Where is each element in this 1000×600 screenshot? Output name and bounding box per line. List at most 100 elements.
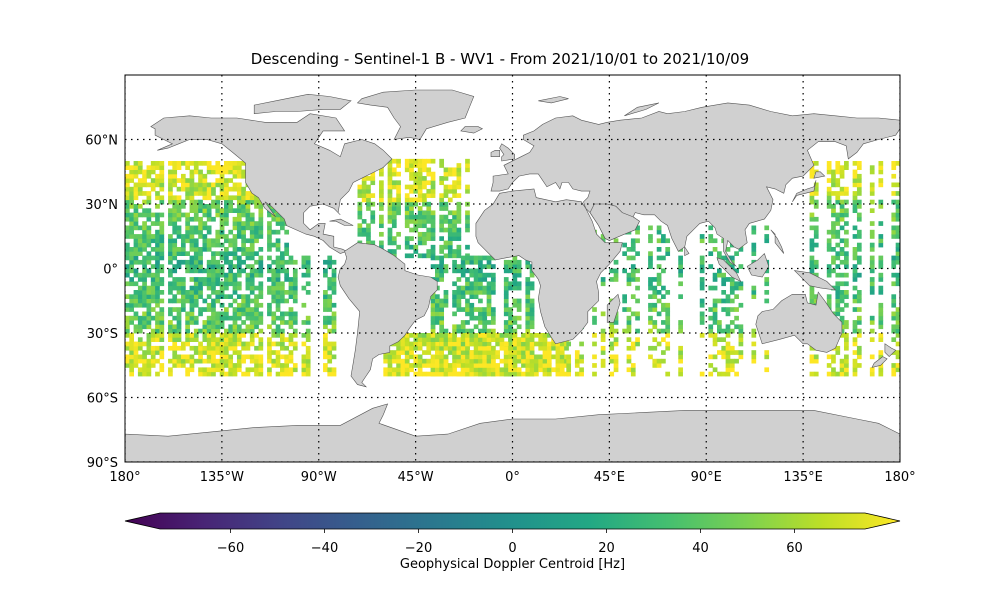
data-cell bbox=[361, 231, 367, 237]
data-cell bbox=[142, 221, 147, 226]
data-cell bbox=[559, 371, 565, 377]
data-cell bbox=[185, 238, 190, 244]
data-cell bbox=[159, 182, 165, 188]
data-cell bbox=[155, 255, 160, 261]
data-cell bbox=[512, 345, 518, 351]
data-cell bbox=[155, 247, 160, 252]
data-cell bbox=[224, 161, 229, 166]
data-cell bbox=[280, 251, 285, 256]
data-cell bbox=[245, 216, 251, 222]
data-cell bbox=[652, 337, 658, 342]
landmass-japan bbox=[792, 180, 817, 202]
data-cell bbox=[831, 371, 836, 377]
data-cell bbox=[168, 195, 173, 201]
data-cell bbox=[391, 236, 397, 241]
data-cell bbox=[443, 298, 449, 304]
data-cell bbox=[635, 298, 640, 304]
data-cell bbox=[129, 234, 135, 239]
data-cell bbox=[516, 371, 522, 377]
data-cell bbox=[155, 358, 160, 364]
data-cell bbox=[447, 371, 453, 377]
data-cell bbox=[271, 333, 277, 338]
data-cell bbox=[430, 328, 436, 334]
data-cell bbox=[534, 358, 539, 364]
data-cell bbox=[622, 268, 627, 274]
data-cell bbox=[469, 311, 475, 317]
data-cell bbox=[254, 363, 259, 368]
data-cell bbox=[751, 294, 757, 299]
data-cell bbox=[400, 341, 406, 347]
data-cell bbox=[635, 337, 640, 342]
data-cell bbox=[245, 285, 251, 291]
data-cell bbox=[146, 255, 152, 261]
data-cell bbox=[125, 333, 130, 338]
data-cell bbox=[895, 354, 900, 360]
data-cell bbox=[499, 358, 505, 364]
data-cell bbox=[331, 328, 337, 334]
data-cell bbox=[404, 193, 410, 198]
data-cell bbox=[465, 163, 470, 168]
data-cell bbox=[275, 216, 281, 222]
data-cell bbox=[852, 337, 858, 342]
data-cell bbox=[249, 341, 255, 347]
data-cell bbox=[379, 188, 384, 194]
data-cell bbox=[198, 367, 203, 373]
data-cell bbox=[180, 238, 186, 244]
landmass-madagascar bbox=[606, 293, 621, 323]
data-cell bbox=[869, 268, 875, 274]
data-cell bbox=[417, 193, 423, 198]
data-cell bbox=[652, 285, 658, 291]
data-cell bbox=[224, 333, 229, 338]
data-cell bbox=[155, 234, 160, 239]
landmass-new-zealand-n bbox=[884, 343, 897, 358]
data-cell bbox=[699, 298, 705, 304]
data-cell bbox=[508, 315, 513, 321]
data-cell bbox=[172, 298, 178, 304]
data-cell bbox=[236, 302, 242, 308]
data-cell bbox=[258, 285, 264, 291]
data-cell bbox=[895, 161, 900, 166]
data-cell bbox=[895, 311, 900, 317]
data-cell bbox=[895, 350, 900, 355]
data-cell bbox=[180, 354, 186, 360]
data-cell bbox=[133, 272, 139, 278]
data-cell bbox=[648, 285, 653, 291]
data-cell bbox=[486, 320, 492, 325]
data-cell bbox=[228, 238, 234, 244]
data-cell bbox=[137, 272, 143, 278]
data-cell bbox=[478, 315, 483, 321]
data-cell bbox=[503, 311, 509, 317]
data-cell bbox=[831, 354, 836, 360]
data-cell bbox=[323, 294, 328, 299]
data-cell bbox=[478, 354, 483, 360]
data-cell bbox=[189, 199, 195, 205]
data-cell bbox=[331, 345, 337, 351]
data-cell bbox=[245, 277, 251, 282]
data-cell bbox=[206, 186, 212, 192]
data-cell bbox=[305, 358, 311, 364]
data-cell bbox=[473, 337, 479, 342]
data-cell bbox=[271, 328, 277, 334]
data-cell bbox=[648, 259, 653, 265]
data-cell bbox=[447, 244, 453, 250]
data-cell bbox=[613, 259, 619, 265]
data-cell bbox=[146, 259, 152, 265]
data-cell bbox=[142, 315, 147, 321]
data-cell bbox=[215, 178, 221, 183]
data-cell bbox=[473, 324, 479, 330]
data-cell bbox=[211, 285, 216, 291]
data-cell bbox=[435, 345, 440, 351]
data-cell bbox=[439, 214, 445, 220]
data-cell bbox=[271, 290, 277, 295]
data-cell bbox=[895, 281, 900, 287]
data-cell bbox=[891, 173, 897, 179]
data-cell bbox=[839, 212, 845, 218]
data-cell bbox=[417, 337, 423, 342]
data-cell bbox=[219, 255, 225, 261]
data-cell bbox=[180, 199, 186, 205]
data-cell bbox=[249, 264, 255, 269]
data-cell bbox=[245, 225, 251, 231]
data-cell bbox=[839, 315, 845, 321]
data-cell bbox=[503, 371, 509, 377]
data-cell bbox=[831, 268, 836, 274]
